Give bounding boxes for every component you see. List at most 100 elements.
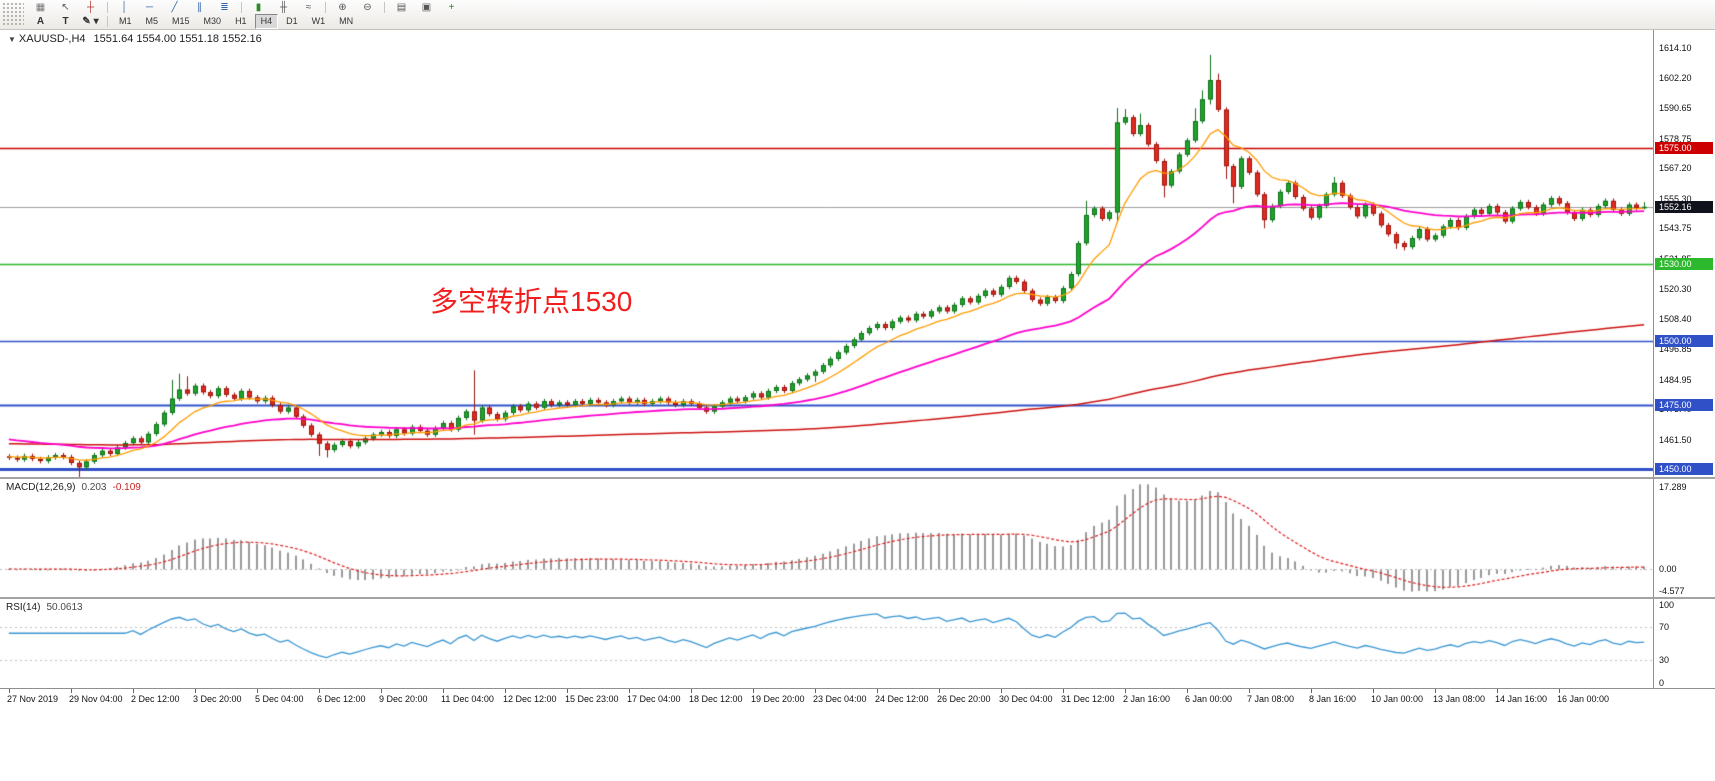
price-level-badge: 1475.00 xyxy=(1655,399,1713,412)
time-axis-tick xyxy=(877,689,878,693)
macd-axis-label: 0.00 xyxy=(1659,563,1677,574)
timeframe-button-mn[interactable]: MN xyxy=(339,16,354,26)
horizontal-line-icon[interactable]: ─ xyxy=(145,1,154,13)
price-axis-label: 1555.30 xyxy=(1659,193,1692,204)
current-price-badge: 1552.16 xyxy=(1655,200,1713,213)
zoom-out-icon[interactable]: ⊖ xyxy=(363,1,372,13)
time-axis-tick xyxy=(1125,689,1126,693)
time-axis-label: 10 Jan 00:00 xyxy=(1371,694,1424,704)
time-axis-label: 30 Dec 04:00 xyxy=(999,694,1053,704)
time-axis-label: 17 Dec 04:00 xyxy=(627,694,681,704)
time-axis-label: 8 Jan 16:00 xyxy=(1309,694,1357,704)
time-axis-tick xyxy=(939,689,940,693)
cursor-icon[interactable]: ↖ xyxy=(61,1,70,13)
time-axis-tick xyxy=(133,689,134,693)
chart-annotation[interactable]: 多空转折点1530 xyxy=(430,286,633,317)
time-axis-label: 7 Jan 08:00 xyxy=(1247,694,1295,704)
rsi-axis-label: 100 xyxy=(1659,600,1675,610)
macd-chart-canvas[interactable] xyxy=(0,479,1653,597)
macd-axis-label: -4.577 xyxy=(1659,586,1685,596)
time-axis-tick xyxy=(1373,689,1374,693)
channel-icon[interactable]: ∥ xyxy=(197,1,202,13)
panel-separator[interactable] xyxy=(0,477,1715,479)
price-axis-label: 1508.40 xyxy=(1659,314,1692,325)
time-axis-label: 6 Dec 12:00 xyxy=(317,694,366,704)
time-axis-tick xyxy=(71,689,72,693)
timeframe-button-w1[interactable]: W1 xyxy=(311,16,326,26)
text-box-button[interactable]: T xyxy=(62,15,69,27)
timeframe-button-h4[interactable]: H4 xyxy=(254,13,279,29)
price-axis-label: 1461.50 xyxy=(1659,434,1692,445)
timeframe-button-m5[interactable]: M5 xyxy=(145,16,159,26)
time-axis-label: 5 Dec 04:00 xyxy=(255,694,304,704)
timeframe-button-m1[interactable]: M1 xyxy=(119,16,132,26)
time-axis-tick xyxy=(691,689,692,693)
line-chart-icon[interactable]: ≈ xyxy=(305,1,312,13)
toolbar-row1: ▦ ↖ ┼ │ ─ ╱ ∥ ≣ ▮ ╫ ≈ ⊕ ⊖ ▤ ▣ + xyxy=(28,0,464,14)
price-chart-canvas[interactable] xyxy=(0,30,1653,477)
time-axis-label: 3 Dec 20:00 xyxy=(193,694,242,704)
time-axis-label: 27 Nov 2019 xyxy=(7,694,59,704)
price-level-badge: 1450.00 xyxy=(1655,463,1713,476)
indicators-icon[interactable]: + xyxy=(448,1,455,13)
ohlc-readout: 1551.64 1554.00 1551.18 1552.16 xyxy=(93,33,262,45)
price-axis-label: 1543.75 xyxy=(1659,223,1692,234)
price-level-badge: 1575.00 xyxy=(1655,142,1713,155)
time-axis-label: 23 Dec 04:00 xyxy=(813,694,867,704)
fibonacci-icon[interactable]: ≣ xyxy=(220,1,229,13)
time-axis-label: 12 Dec 12:00 xyxy=(503,694,557,704)
time-axis-tick xyxy=(9,689,10,693)
price-axis[interactable]: 1614.10 1602.20 1590.65 1578.75 1567.20 1555.… xyxy=(1653,30,1715,688)
price-level-badge: 1500.00 xyxy=(1655,334,1713,347)
toolbar-separator xyxy=(384,1,385,13)
vertical-line-icon[interactable]: │ xyxy=(121,1,128,13)
time-axis-tick xyxy=(753,689,754,693)
panel-separator[interactable] xyxy=(0,597,1715,599)
toolbar-separator xyxy=(107,15,108,27)
time-axis-tick xyxy=(257,689,258,693)
bar-chart-icon[interactable]: ╫ xyxy=(279,1,288,13)
toolbar-grip[interactable] xyxy=(2,2,24,27)
macd-signal-value: -0.109 xyxy=(112,482,141,493)
timeframe-button-m15[interactable]: M15 xyxy=(172,16,190,26)
rsi-chart-canvas[interactable] xyxy=(0,599,1653,688)
time-axis-label: 11 Dec 04:00 xyxy=(441,694,494,704)
trendline-icon[interactable]: ╱ xyxy=(171,1,178,13)
rsi-axis-label: 70 xyxy=(1659,622,1670,633)
new-chart-icon[interactable]: ▦ xyxy=(35,1,46,13)
macd-axis-label: 17.289 xyxy=(1659,482,1687,492)
toolbar-separator xyxy=(107,1,108,13)
time-axis-tick xyxy=(1249,689,1250,693)
price-axis-label: 1602.20 xyxy=(1659,73,1692,84)
time-axis-label: 31 Dec 12:00 xyxy=(1061,694,1115,704)
rsi-indicator-label: RSI(14) 50.0613 xyxy=(6,602,83,613)
time-axis-tick xyxy=(1311,689,1312,693)
text-label-button[interactable]: A xyxy=(36,15,45,27)
time-axis[interactable]: 27 Nov 2019 29 Nov 04:00 2 Dec 12:00 3 Dec … xyxy=(0,688,1715,707)
time-axis-tick xyxy=(505,689,506,693)
time-axis-tick xyxy=(195,689,196,693)
tile-windows-icon[interactable]: ▤ xyxy=(396,1,407,13)
price-axis-label: 1590.65 xyxy=(1659,102,1692,113)
macd-indicator-label: MACD(12,26,9) 0.203 -0.109 xyxy=(6,482,141,493)
timeframe-button-d1[interactable]: D1 xyxy=(286,16,298,26)
timeframe-button-h1[interactable]: H1 xyxy=(235,16,247,26)
time-axis-label: 19 Dec 20:00 xyxy=(751,694,805,704)
macd-value: 0.203 xyxy=(81,482,107,493)
rsi-axis-label: 30 xyxy=(1659,654,1670,665)
price-axis-label: 1567.20 xyxy=(1659,163,1692,174)
crosshair-icon[interactable]: ┼ xyxy=(86,1,95,13)
cascade-windows-icon[interactable]: ▣ xyxy=(421,1,432,13)
time-axis-label: 15 Dec 23:00 xyxy=(565,694,619,704)
time-axis-label: 2 Jan 16:00 xyxy=(1123,694,1171,704)
zoom-in-icon[interactable]: ⊕ xyxy=(338,1,347,13)
chart-symbol-header: ▼ XAUUSD-,H4 1551.64 1554.00 1551.18 1552.… xyxy=(8,33,262,45)
draw-tools-dropdown[interactable]: ✎ ▾ xyxy=(82,15,99,27)
time-axis-label: 9 Dec 20:00 xyxy=(379,694,428,704)
collapse-arrow-icon[interactable]: ▼ xyxy=(8,35,16,44)
time-axis-label: 13 Jan 08:00 xyxy=(1433,694,1486,704)
rsi-value: 50.0613 xyxy=(46,602,83,613)
timeframe-button-m30[interactable]: M30 xyxy=(203,16,222,26)
candlestick-chart-icon[interactable]: ▮ xyxy=(255,1,262,13)
time-axis-tick xyxy=(1497,689,1498,693)
